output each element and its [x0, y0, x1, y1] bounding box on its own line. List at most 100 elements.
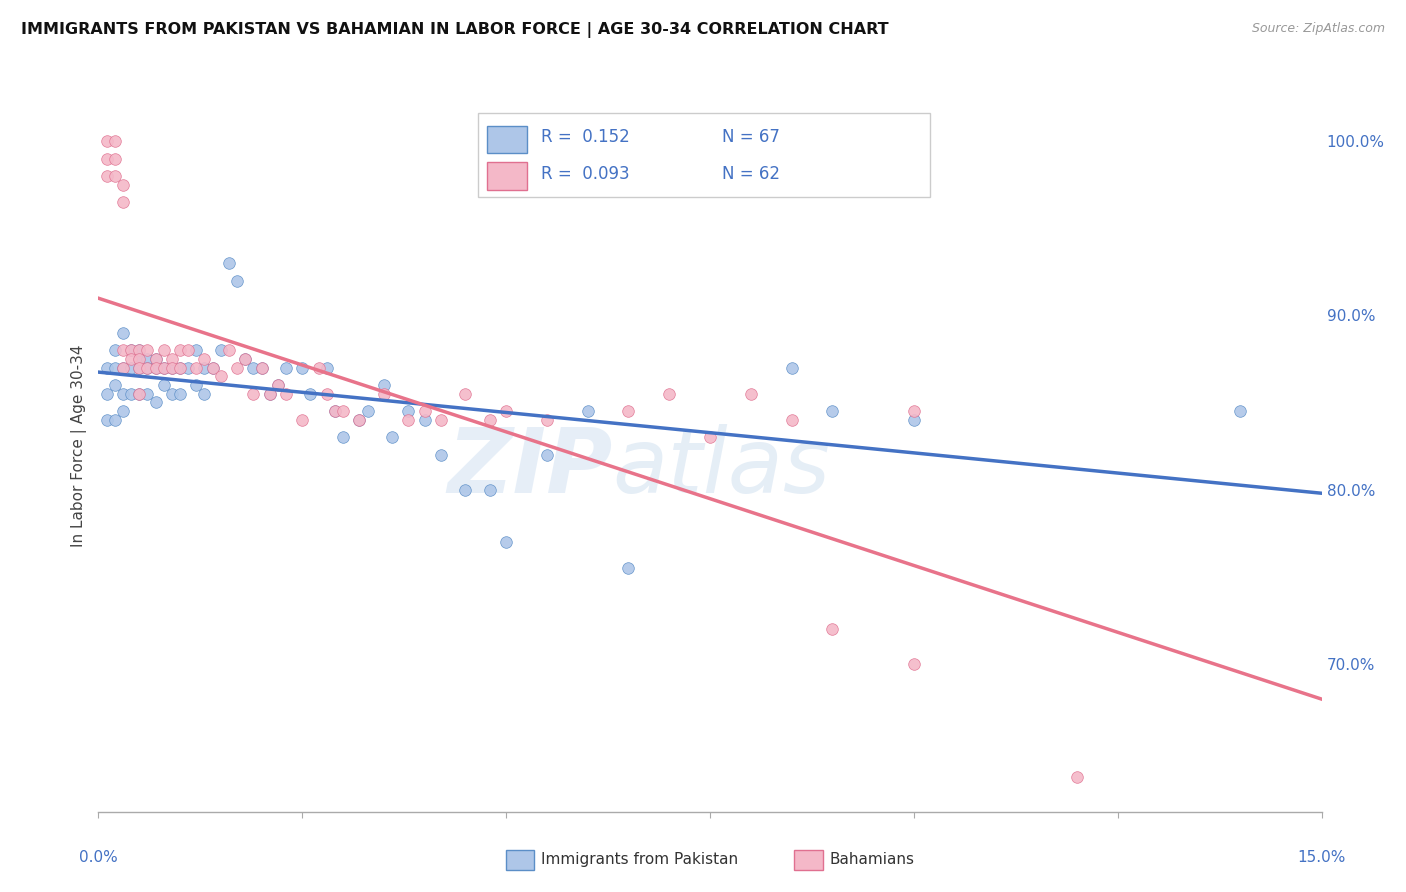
Point	[96, 152, 118, 166]
Point	[259, 386, 281, 401]
Point	[104, 378, 127, 392]
Point	[120, 343, 142, 358]
Point	[111, 360, 134, 375]
Point	[96, 413, 118, 427]
Point	[128, 386, 150, 401]
Point	[495, 404, 517, 418]
Text: Bahamians: Bahamians	[830, 853, 914, 867]
Point	[169, 343, 191, 358]
Point	[658, 386, 681, 401]
Point	[152, 378, 174, 392]
Point	[291, 360, 314, 375]
Point	[160, 351, 183, 366]
Point	[111, 404, 134, 418]
Point	[226, 360, 249, 375]
Text: R =  0.152: R = 0.152	[541, 128, 630, 146]
Point	[193, 351, 215, 366]
Point	[332, 404, 354, 418]
Point	[201, 360, 224, 375]
Point	[152, 343, 174, 358]
Point	[373, 378, 395, 392]
Point	[233, 351, 256, 366]
Point	[267, 378, 290, 392]
Point	[903, 413, 925, 427]
Point	[780, 360, 803, 375]
Point	[299, 386, 322, 401]
Text: atlas: atlas	[612, 424, 830, 512]
Text: Source: ZipAtlas.com: Source: ZipAtlas.com	[1251, 22, 1385, 36]
Point	[111, 386, 134, 401]
Point	[104, 152, 127, 166]
Point	[821, 622, 844, 636]
Text: 0.0%: 0.0%	[79, 850, 118, 865]
Point	[413, 413, 436, 427]
Point	[478, 483, 501, 497]
Point	[536, 413, 558, 427]
Point	[267, 378, 290, 392]
Point	[373, 386, 395, 401]
Point	[193, 360, 215, 375]
Point	[136, 360, 159, 375]
Point	[430, 448, 453, 462]
Point	[396, 413, 419, 427]
Point	[104, 360, 127, 375]
Point	[233, 351, 256, 366]
Point	[136, 343, 159, 358]
Point	[242, 386, 264, 401]
Y-axis label: In Labor Force | Age 30-34: In Labor Force | Age 30-34	[72, 344, 87, 548]
Point	[128, 360, 150, 375]
Point	[356, 404, 378, 418]
Point	[186, 378, 208, 392]
Point	[396, 404, 419, 418]
Point	[332, 430, 354, 444]
Point	[128, 351, 150, 366]
Point	[111, 326, 134, 340]
Point	[323, 404, 346, 418]
Point	[111, 195, 134, 210]
Point	[152, 360, 174, 375]
Point	[128, 386, 150, 401]
Point	[136, 386, 159, 401]
Point	[821, 404, 844, 418]
Point	[250, 360, 273, 375]
Point	[536, 448, 558, 462]
Point	[169, 360, 191, 375]
Text: N = 62: N = 62	[723, 165, 780, 183]
Text: N = 67: N = 67	[723, 128, 780, 146]
Point	[128, 343, 150, 358]
Point	[145, 360, 167, 375]
Point	[308, 360, 330, 375]
Point	[145, 395, 167, 409]
Point	[145, 360, 167, 375]
Point	[430, 413, 453, 427]
Point	[111, 178, 134, 192]
Point	[576, 404, 599, 418]
Point	[145, 351, 167, 366]
Point	[104, 169, 127, 183]
Point	[617, 561, 640, 575]
Point	[136, 351, 159, 366]
Point	[128, 351, 150, 366]
Point	[96, 386, 118, 401]
Point	[193, 386, 215, 401]
Point	[780, 413, 803, 427]
Bar	[488, 162, 526, 190]
Point	[136, 360, 159, 375]
Point	[699, 430, 721, 444]
Point	[186, 343, 208, 358]
Point	[177, 343, 200, 358]
Point	[454, 483, 477, 497]
Point	[128, 343, 150, 358]
Point	[349, 413, 371, 427]
Point	[169, 386, 191, 401]
Bar	[488, 126, 526, 153]
Point	[242, 360, 264, 375]
Point	[226, 274, 249, 288]
Point	[201, 360, 224, 375]
Point	[209, 343, 232, 358]
Point	[160, 360, 183, 375]
Point	[111, 360, 134, 375]
Point	[104, 343, 127, 358]
Point	[120, 351, 142, 366]
Point	[274, 360, 297, 375]
